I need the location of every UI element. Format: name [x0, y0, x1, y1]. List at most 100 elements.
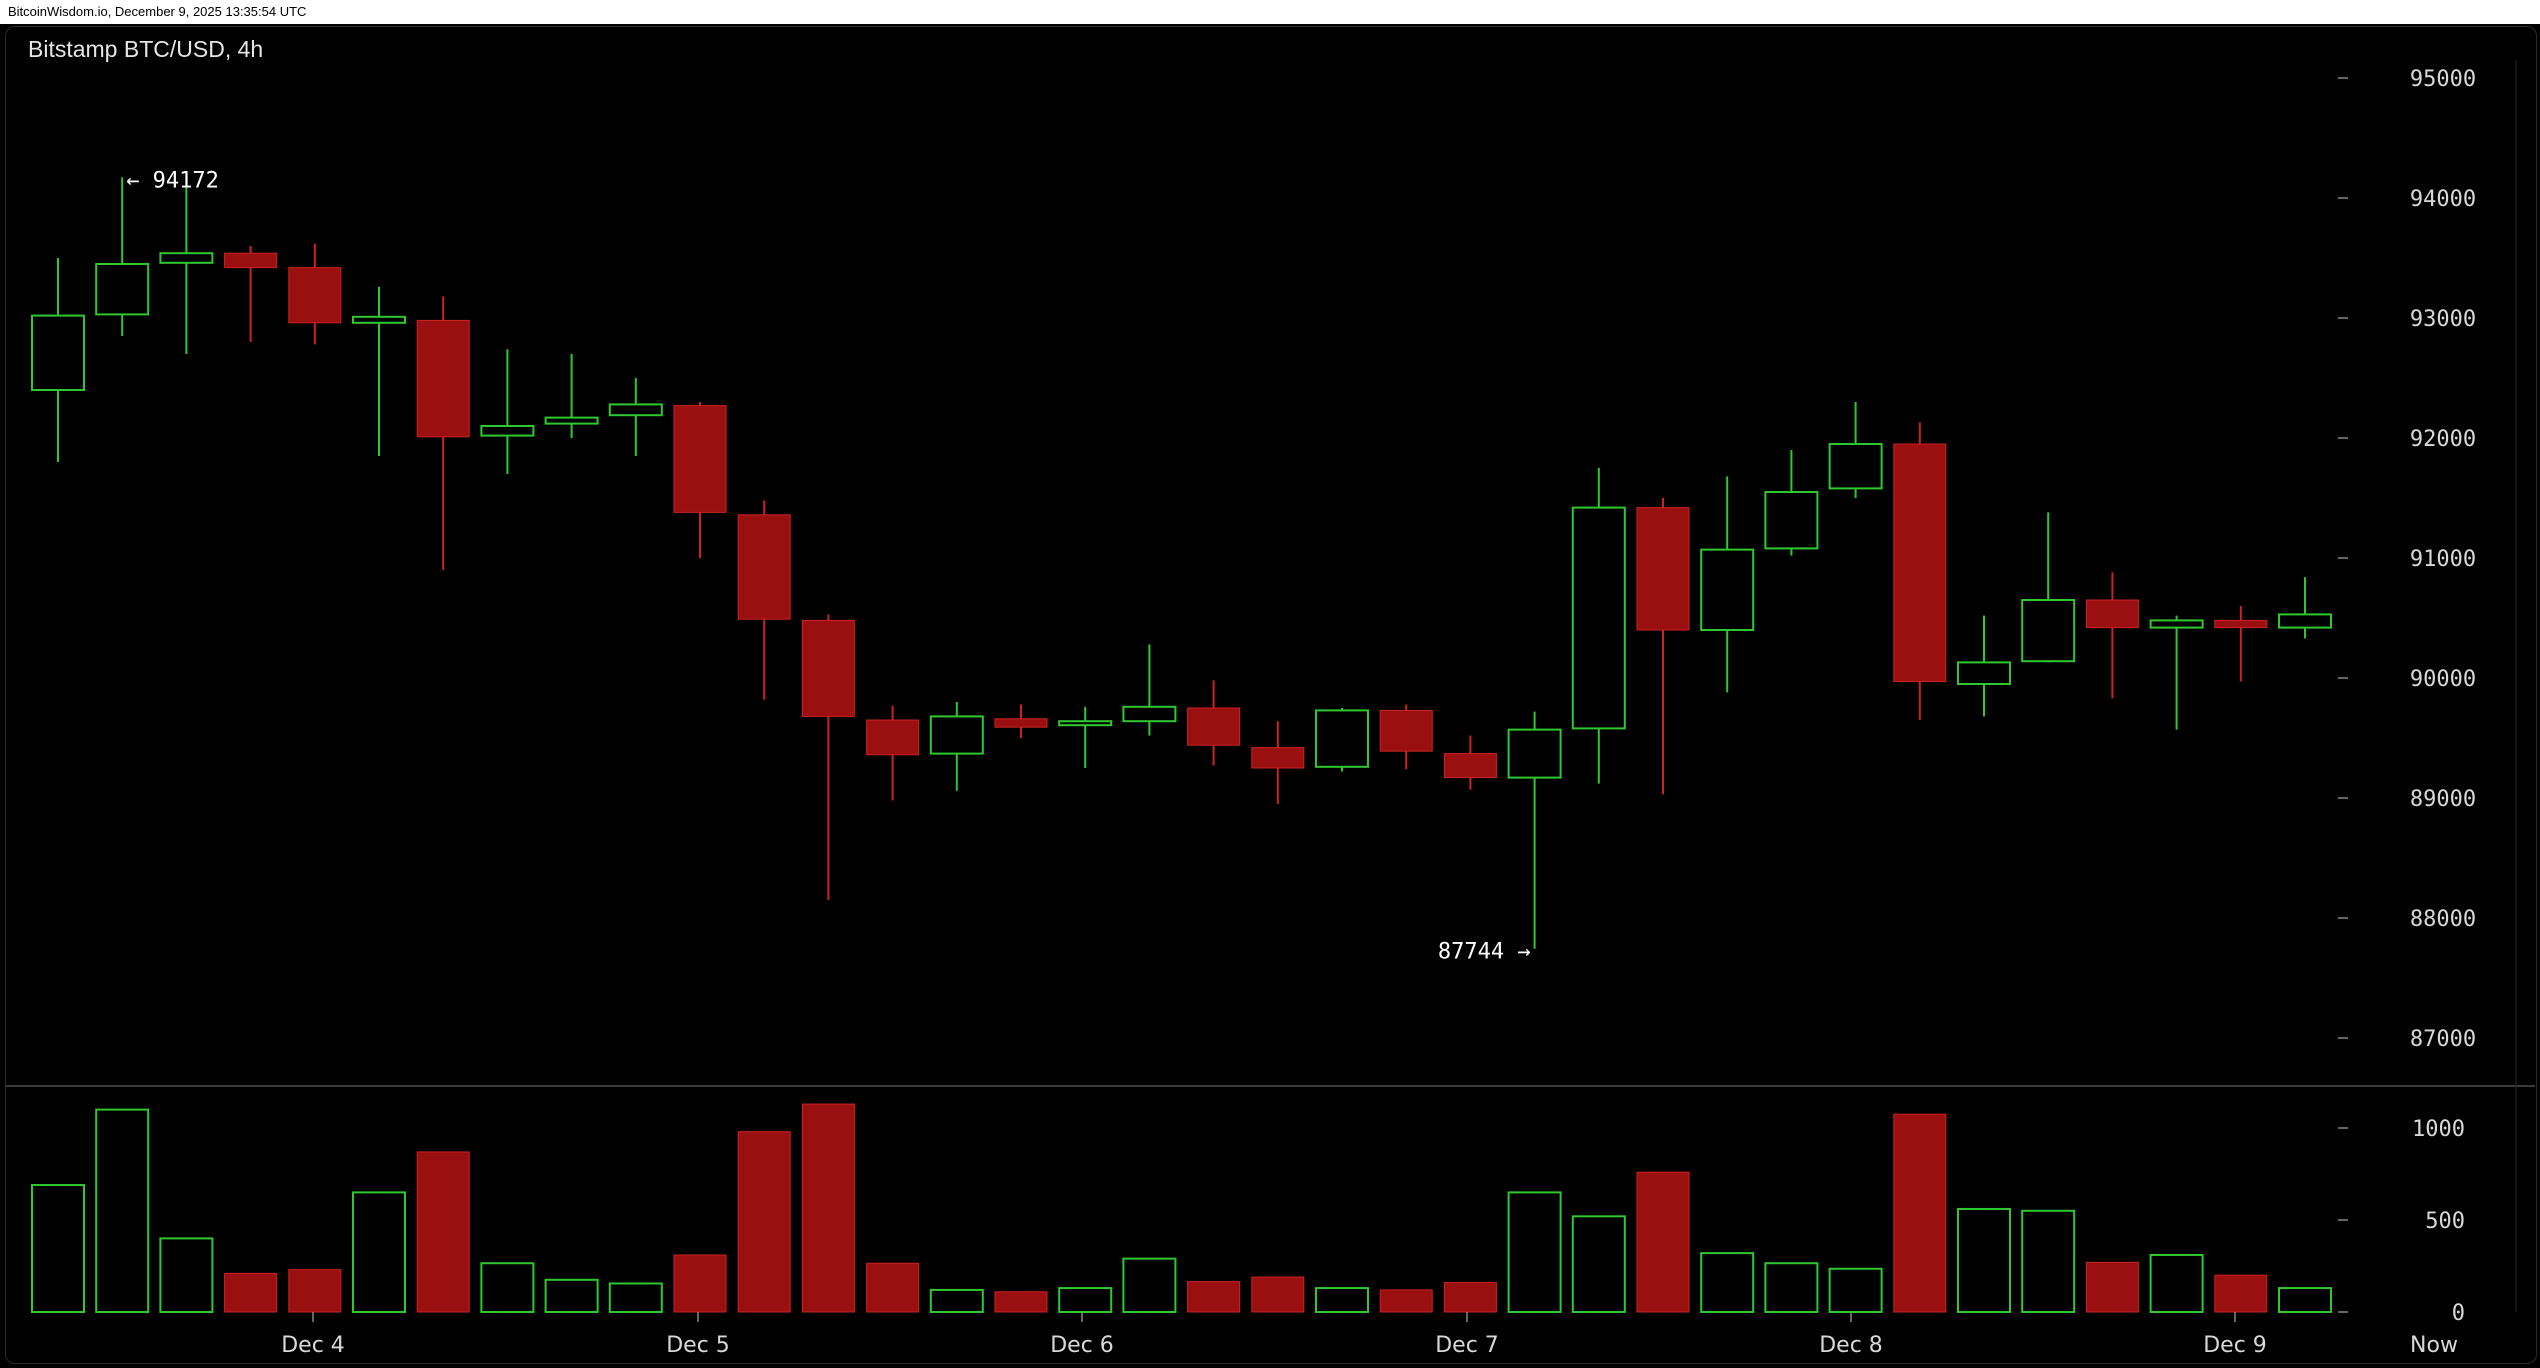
candle-body	[673, 405, 727, 513]
chart-title: Bitstamp BTC/USD, 4h	[28, 36, 264, 62]
volume-bar-down	[1443, 1282, 1497, 1313]
candle-down	[2214, 606, 2268, 682]
candle-down	[288, 243, 342, 345]
volume-bar-up	[1058, 1287, 1113, 1313]
candle-up	[608, 378, 663, 456]
volume-bar-up	[1507, 1191, 1562, 1314]
candle-body	[2214, 619, 2268, 629]
candle-up	[1507, 711, 1562, 949]
volume-tick-label: 1000	[2412, 1117, 2465, 1142]
volume-bar-up	[1571, 1215, 1626, 1313]
volume-tick-label: 0	[2452, 1301, 2465, 1326]
volume-bar-up	[352, 1191, 406, 1314]
candle-up	[2149, 615, 2204, 730]
volume-bar-down	[2214, 1274, 2268, 1313]
price-tick-label: 88000	[2410, 907, 2476, 932]
volume-tick-label: 500	[2425, 1209, 2465, 1234]
candle-body	[1636, 507, 1690, 631]
candle-up	[1957, 615, 2011, 717]
volume-bar-up	[2149, 1253, 2204, 1313]
candle-body	[1379, 709, 1433, 752]
candle-body	[1443, 753, 1497, 779]
candle-body	[801, 619, 855, 717]
volume-bar-up	[2278, 1287, 2332, 1313]
candle-up	[1571, 468, 1626, 784]
time-tick-label: Dec 8	[1819, 1333, 1883, 1358]
volume-bar-up	[1764, 1262, 1819, 1313]
volume-bar-down	[1893, 1113, 1947, 1313]
price-tick-label: 87000	[2410, 1027, 2476, 1052]
volume-bar-down	[1636, 1171, 1690, 1313]
candle-down	[1443, 735, 1497, 790]
candle-body	[1700, 548, 1755, 631]
candle-body	[352, 315, 406, 324]
grid-layer	[5, 60, 2535, 1312]
time-tick-label: Dec 5	[666, 1333, 730, 1358]
chart-panel	[5, 26, 2537, 1364]
candle-body	[159, 252, 214, 264]
candle-body	[866, 719, 920, 756]
volume-bar-up	[1700, 1252, 1755, 1313]
candle-body	[1122, 705, 1177, 723]
candles-layer	[31, 177, 2332, 949]
candle-down	[801, 614, 855, 900]
volume-axis: 0 500 1000	[2338, 1117, 2465, 1326]
price-tick-label: 89000	[2410, 787, 2476, 812]
candle-up	[2021, 512, 2076, 663]
volume-bar-down	[1251, 1276, 1305, 1313]
candle-body	[1957, 661, 2011, 686]
time-axis: Dec 4 Dec 5 Dec 6 Dec 7 Dec 8 Dec 9 Now	[281, 1312, 2458, 1358]
watermark-text: BitcoinWisdom.io, December 9, 2025 13:35…	[8, 4, 307, 19]
candle-body	[608, 403, 663, 417]
candle-down	[2085, 572, 2139, 699]
volume-bar-down	[737, 1131, 791, 1313]
candle-body	[224, 252, 278, 269]
volume-bar-up	[159, 1237, 214, 1314]
volume-bar-up	[480, 1262, 535, 1313]
candle-up	[95, 177, 150, 336]
candle-body	[31, 314, 85, 392]
volume-bar-up	[1828, 1267, 1883, 1314]
volume-bar-up	[31, 1184, 85, 1314]
candle-body	[737, 514, 791, 620]
candle-up	[1700, 476, 1755, 693]
candle-body	[1058, 720, 1113, 727]
candle-up	[1122, 644, 1177, 736]
volume-bars-layer	[31, 1103, 2332, 1314]
candle-down	[1893, 422, 1947, 720]
volume-bar-down	[2085, 1261, 2139, 1313]
candle-body	[2085, 599, 2139, 629]
volume-bar-down	[866, 1262, 920, 1313]
candle-up	[159, 186, 214, 354]
candle-body	[480, 425, 535, 437]
candle-body	[1764, 491, 1819, 550]
volume-bar-up	[544, 1278, 599, 1314]
candle-body	[95, 263, 150, 316]
time-tick-label: Now	[2410, 1333, 2458, 1358]
time-tick-label: Dec 4	[281, 1333, 345, 1358]
candle-body	[1828, 443, 1883, 490]
candle-up	[1058, 706, 1113, 768]
price-tick-label: 94000	[2410, 187, 2476, 212]
candle-down	[994, 704, 1048, 738]
volume-bar-up	[1122, 1257, 1177, 1314]
candle-down	[1379, 704, 1433, 770]
candle-body	[416, 319, 470, 438]
time-tick-label: Dec 6	[1050, 1333, 1114, 1358]
high-price-annotation: ← 94172	[126, 168, 219, 193]
volume-bar-up	[2021, 1209, 2076, 1314]
price-tick-label: 90000	[2410, 667, 2476, 692]
volume-bar-up	[95, 1108, 150, 1313]
price-tick-label: 95000	[2410, 67, 2476, 92]
candle-down	[1636, 498, 1690, 795]
browser-info-bar: BitcoinWisdom.io, December 9, 2025 13:35…	[0, 0, 2540, 24]
time-tick-label: Dec 7	[1435, 1333, 1499, 1358]
candle-up	[31, 258, 85, 462]
candle-body	[1187, 707, 1241, 746]
candle-up	[2278, 577, 2332, 639]
candle-body	[1571, 506, 1626, 730]
price-tick-label: 92000	[2410, 427, 2476, 452]
candle-down	[737, 500, 791, 700]
time-tick-label: Dec 9	[2203, 1333, 2267, 1358]
